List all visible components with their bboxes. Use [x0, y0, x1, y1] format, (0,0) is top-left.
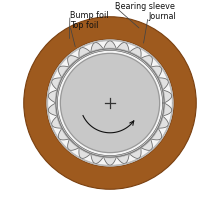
- Polygon shape: [52, 78, 62, 90]
- Polygon shape: [48, 103, 57, 116]
- Polygon shape: [117, 154, 129, 163]
- Polygon shape: [68, 139, 79, 150]
- Text: Bump foil: Bump foil: [70, 11, 108, 20]
- Polygon shape: [158, 116, 168, 128]
- Polygon shape: [129, 148, 141, 158]
- Polygon shape: [103, 41, 117, 49]
- Text: Top foil: Top foil: [70, 21, 98, 30]
- Polygon shape: [79, 148, 91, 158]
- Polygon shape: [103, 157, 117, 165]
- Text: Journal: Journal: [148, 12, 176, 21]
- Circle shape: [60, 53, 160, 153]
- Polygon shape: [150, 66, 162, 78]
- Polygon shape: [129, 48, 141, 59]
- Polygon shape: [68, 56, 79, 67]
- Polygon shape: [52, 116, 62, 128]
- Polygon shape: [150, 128, 162, 140]
- Polygon shape: [163, 103, 172, 116]
- Polygon shape: [79, 48, 91, 59]
- Polygon shape: [58, 66, 70, 78]
- Polygon shape: [141, 56, 152, 67]
- Polygon shape: [158, 78, 168, 90]
- Polygon shape: [56, 49, 164, 157]
- Polygon shape: [117, 43, 129, 52]
- Polygon shape: [91, 43, 103, 52]
- Circle shape: [46, 39, 174, 166]
- Polygon shape: [48, 90, 57, 103]
- Polygon shape: [58, 128, 70, 140]
- Text: Bearing sleeve: Bearing sleeve: [115, 2, 175, 11]
- Polygon shape: [141, 139, 152, 150]
- Polygon shape: [91, 154, 103, 163]
- Polygon shape: [163, 90, 172, 103]
